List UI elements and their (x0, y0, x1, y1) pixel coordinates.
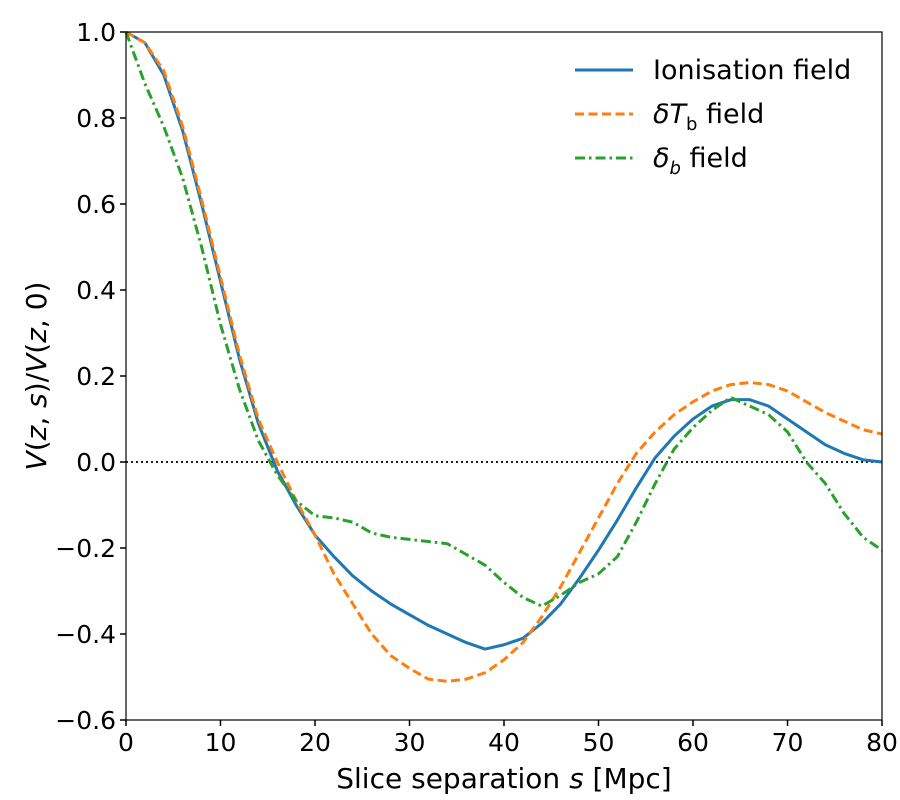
series-ionisation-line (125, 30, 883, 651)
x-tick-label: 70 (772, 728, 804, 757)
y-tick-label: −0.2 (55, 534, 116, 563)
y-axis: −0.6 −0.4 −0.2 0.0 0.2 0.4 0.6 0.8 1.0 (55, 18, 126, 735)
x-axis-title: Slice separation s [Mpc] (336, 762, 671, 795)
plot-area (124, 30, 883, 683)
x-tick-label: 40 (488, 728, 520, 757)
y-tick-label: 0.4 (76, 276, 116, 305)
y-tick-label: 0.0 (76, 448, 116, 477)
x-tick-label: 30 (394, 728, 426, 757)
legend-label-delta-tb: δTb field (653, 99, 764, 135)
y-tick-label: 1.0 (76, 18, 116, 47)
x-tick-label: 80 (866, 728, 898, 757)
y-tick-label: 0.6 (76, 190, 116, 219)
y-tick-label: 0.2 (76, 362, 116, 391)
x-axis: 0 10 20 30 40 50 60 70 80 (118, 720, 898, 757)
y-axis-title: V(z, s)/V(z, 0) (20, 282, 53, 471)
legend-label-ionisation: Ionisation field (653, 55, 851, 86)
x-tick-label: 20 (299, 728, 331, 757)
legend: Ionisation field δTb field δb field (575, 55, 851, 179)
legend-label-delta-b: δb field (653, 143, 748, 179)
y-tick-label: −0.6 (55, 706, 116, 735)
series-delta-tb-line (125, 30, 883, 683)
axes-frame (125, 31, 883, 721)
x-tick-label: 10 (205, 728, 237, 757)
y-tick-label: 0.8 (76, 104, 116, 133)
x-tick-label: 60 (677, 728, 709, 757)
x-tick-label: 0 (118, 728, 134, 757)
y-tick-label: −0.4 (55, 620, 116, 649)
series-delta-b-line (124, 31, 883, 608)
x-tick-label: 50 (583, 728, 615, 757)
